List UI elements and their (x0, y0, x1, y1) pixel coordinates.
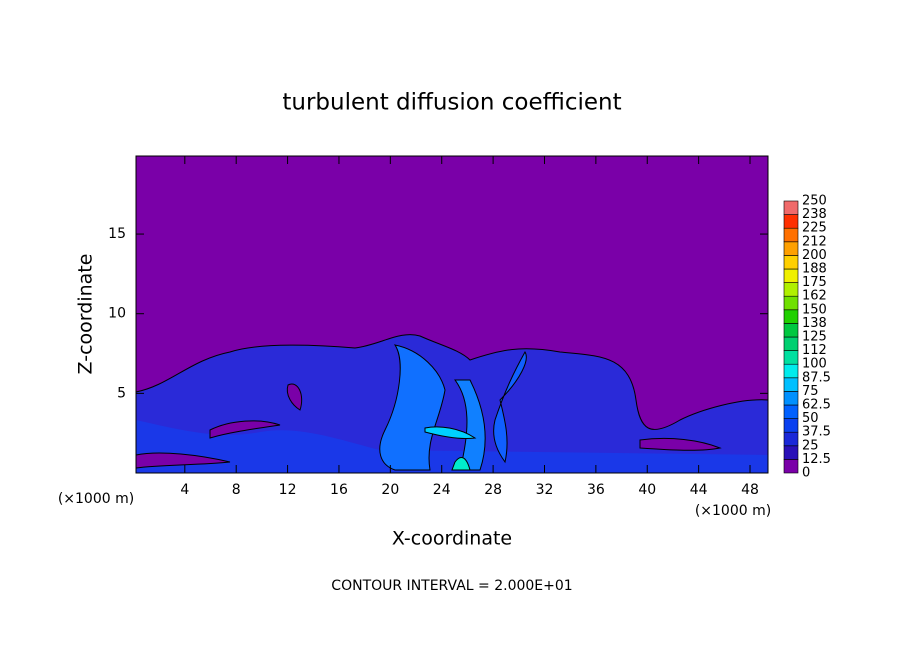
colorbar-band (783, 295, 799, 311)
field-region (209, 420, 281, 439)
field-region (454, 379, 486, 471)
x-tick-label: 32 (536, 482, 554, 498)
colorbar-band (783, 323, 799, 338)
colorbar-band (783, 404, 799, 419)
chart-title: turbulent diffusion coefficient (282, 90, 621, 116)
colorbar-label: 162 (802, 289, 827, 304)
colorbar-band (783, 431, 799, 447)
plot-frame (135, 155, 769, 474)
colorbar-label: 250 (802, 194, 827, 209)
colorbar-label: 37.5 (802, 425, 831, 440)
x-unit: (×1000 m) (695, 503, 771, 519)
colorbar-band (783, 200, 799, 215)
field-region (136, 420, 768, 473)
colorbar-label: 138 (802, 316, 827, 331)
colorbar-label: 200 (802, 248, 827, 263)
colorbar-band (783, 418, 799, 433)
colorbar-band (783, 255, 799, 270)
x-tick-label: 48 (741, 482, 759, 498)
y-tick-label: 5 (117, 385, 126, 401)
colorbar-label: 12.5 (802, 452, 831, 467)
x-tick-label: 8 (232, 482, 241, 498)
x-unit: (×1000 m) (58, 491, 134, 507)
footer-note: CONTOUR INTERVAL = 2.000E+01 (331, 578, 572, 594)
x-tick-label: 4 (180, 482, 189, 498)
colorbar-band (783, 336, 799, 351)
colorbar-label: 225 (802, 221, 827, 236)
colorbar-label: 212 (802, 234, 827, 249)
field-region (424, 426, 477, 439)
colorbar-band (783, 227, 799, 243)
field-region (135, 452, 231, 469)
x-tick-label: 40 (638, 482, 656, 498)
y-tick-label: 10 (108, 306, 126, 322)
field (135, 334, 769, 474)
colorbar-label: 125 (802, 330, 827, 345)
colorbar-band (783, 268, 799, 283)
colorbar-band (783, 214, 799, 229)
colorbar-label: 87.5 (802, 370, 831, 385)
colorbar-band (783, 391, 799, 406)
colorbar-label: 112 (802, 343, 827, 358)
field-region (379, 344, 446, 471)
colorbar-band (783, 445, 799, 460)
colorbar-band (783, 377, 799, 392)
colorbar-band (783, 459, 799, 474)
colorbar-label: 238 (802, 207, 827, 222)
x-tick-label: 44 (690, 482, 708, 498)
colorbar-band (783, 309, 799, 324)
colorbar-label: 25 (802, 438, 819, 453)
colorbar-band (783, 282, 799, 297)
colorbar-band (783, 350, 799, 365)
colorbar-band (783, 241, 799, 256)
x-tick-label: 28 (484, 482, 502, 498)
colorbar-label: 175 (802, 275, 827, 290)
colorbar-label: 50 (802, 411, 819, 426)
x-tick-label: 16 (330, 482, 348, 498)
field-region (451, 457, 471, 471)
colorbar-label: 150 (802, 302, 827, 317)
y-tick-label: 15 (108, 226, 126, 242)
field-region (286, 383, 303, 411)
colorbar-label: 0 (802, 466, 810, 481)
x-tick-label: 36 (587, 482, 605, 498)
field-region (493, 351, 527, 464)
x-axis-label: X-coordinate (392, 528, 512, 550)
x-tick-label: 20 (381, 482, 399, 498)
colorbar-band (783, 363, 799, 379)
colorbar-label: 188 (802, 262, 827, 277)
colorbar-label: 75 (802, 384, 819, 399)
field-region (639, 437, 722, 451)
x-tick-label: 24 (433, 482, 451, 498)
x-tick-label: 12 (279, 482, 297, 498)
y-axis-label: Z-coordinate (75, 254, 97, 375)
colorbar-label: 62.5 (802, 398, 831, 413)
colorbar-label: 100 (802, 357, 827, 372)
